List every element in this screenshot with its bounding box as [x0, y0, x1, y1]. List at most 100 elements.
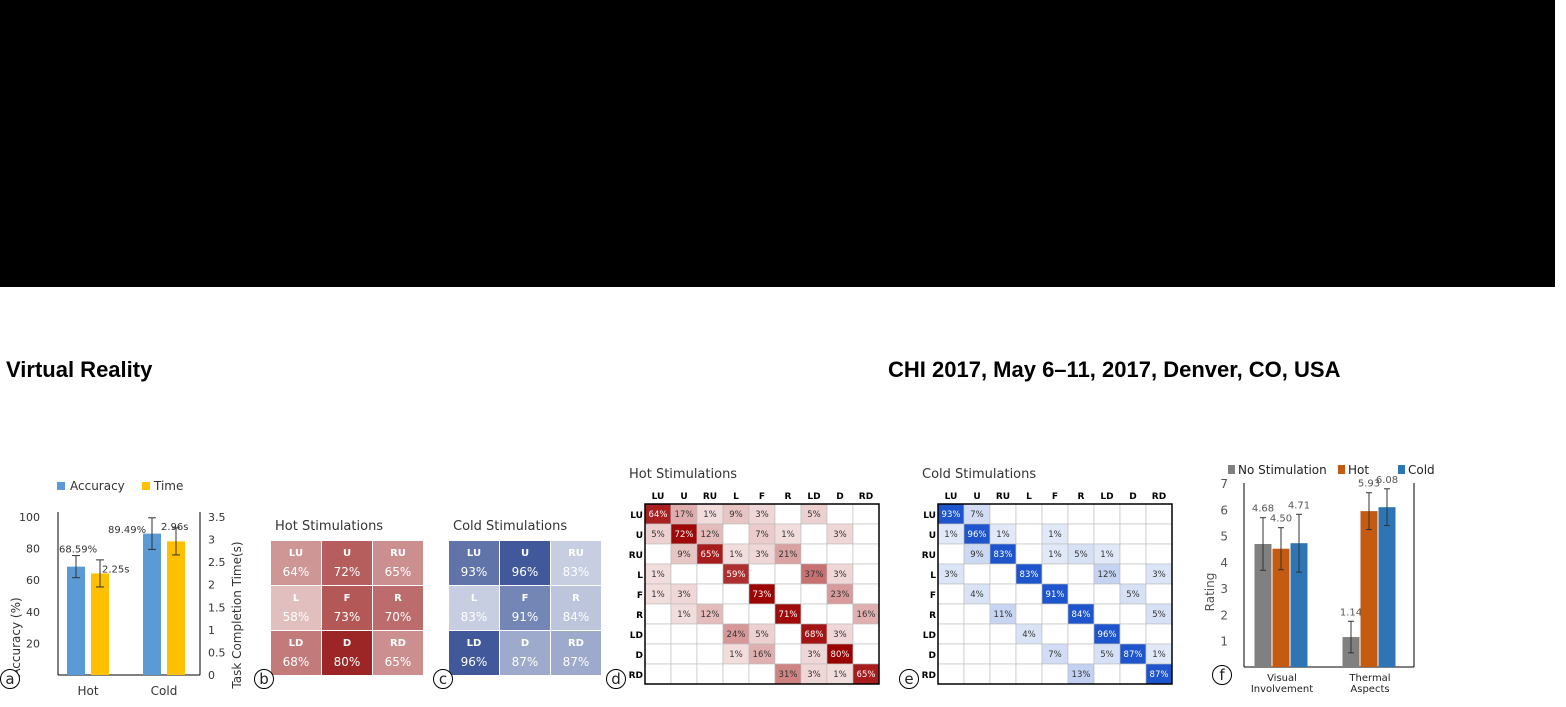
matrix-cell [722, 603, 750, 625]
column-header: D [1129, 492, 1136, 502]
cell-percent-label: 87% [562, 654, 590, 669]
row-header: LD [630, 631, 643, 641]
legend-swatch-time [142, 482, 150, 490]
matrix-cell [748, 603, 776, 625]
y-left-tick-label: 60 [26, 574, 40, 587]
cell-percent-label: 83% [562, 564, 590, 579]
heatmap-cell: LD 68% [271, 631, 321, 675]
matrix-cell [1145, 503, 1173, 525]
column-header: R [785, 492, 792, 502]
heatmap-cell: U 96% [500, 541, 550, 585]
cell-direction-label: LU [466, 547, 482, 559]
column-header: U [680, 492, 687, 502]
chart-a-accuracy-time: Accuracy Time 20 40 60 80 100 0 0.5 1 1.5 2 2.5 3 3.5 A… [9, 479, 244, 698]
cell-direction-label: LD [288, 637, 304, 649]
heatmap-cell: R 84% [551, 586, 601, 630]
matrix-cell [722, 583, 750, 605]
matrix-cell [826, 503, 854, 525]
y-right-tick-label: 1.5 [208, 601, 226, 614]
matrix-cell [1067, 623, 1095, 645]
y-tick-label: 7 [1220, 477, 1228, 491]
row-header: U [636, 531, 643, 541]
x-category-label: Involvement [1251, 684, 1313, 695]
cell-direction-label: U [520, 547, 530, 559]
matrix-cell-value: 7% [970, 510, 984, 520]
y-left-tick-label: 20 [26, 637, 40, 650]
column-header: L [733, 492, 739, 502]
header-right: CHI 2017, May 6–11, 2017, Denver, CO, US… [888, 357, 1341, 382]
matrix-cell [963, 663, 991, 685]
matrix-cell [1119, 503, 1147, 525]
matrix-cell [1145, 523, 1173, 545]
matrix-cell-value: 31% [779, 670, 798, 680]
matrix-cell-value: 71% [779, 610, 798, 620]
matrix-cell-value: 5% [1126, 590, 1140, 600]
matrix-cell [852, 563, 880, 585]
y-right-tick-label: 0 [208, 669, 215, 682]
matrix-cell-value: 17% [675, 510, 694, 520]
matrix-cell [1015, 583, 1043, 605]
matrix-cell-value: 5% [651, 530, 665, 540]
matrix-cell [1119, 623, 1147, 645]
x-category-label: Cold [151, 684, 178, 698]
data-label: 68.59% [59, 545, 97, 556]
matrix-cell [852, 623, 880, 645]
matrix-cell [1093, 503, 1121, 525]
matrix-cell-value: 83% [994, 550, 1013, 560]
column-header: U [973, 492, 980, 502]
matrix-cell-value: 12% [1098, 570, 1117, 580]
legend-swatch-accuracy [57, 482, 65, 490]
matrix-cell [696, 583, 724, 605]
matrix-cell-value: 91% [1046, 590, 1065, 600]
x-category-label: Aspects [1350, 684, 1389, 695]
data-label: 2.96s [161, 522, 188, 533]
panel-b-heatmap: LU 64% U 72% RU 65% L 58% F 73% R 70% LD 68% D 80% RD 65% [271, 541, 423, 675]
column-header: LD [1100, 492, 1113, 502]
matrix-cell-value: 37% [805, 570, 824, 580]
matrix-cell-value: 11% [994, 610, 1013, 620]
matrix-cell-value: 1% [651, 570, 665, 580]
cell-direction-label: F [521, 592, 529, 604]
column-header: F [759, 492, 765, 502]
matrix-cell [696, 623, 724, 645]
heatmap-cell: LU 93% [449, 541, 499, 585]
matrix-cell-value: 9% [677, 550, 691, 560]
legend-swatch [1228, 465, 1235, 474]
row-header: L [637, 571, 643, 581]
bar-time [167, 541, 185, 675]
matrix-cell-value: 3% [944, 570, 958, 580]
matrix-cell [1067, 503, 1095, 525]
matrix-cell [670, 563, 698, 585]
row-header: F [637, 591, 643, 601]
matrix-cell [1093, 523, 1121, 545]
cell-percent-label: 93% [460, 564, 488, 579]
matrix-cell [937, 603, 965, 625]
cell-direction-label: RD [389, 637, 406, 649]
data-label: 6.08 [1376, 475, 1398, 486]
matrix-cell-value: 3% [755, 550, 769, 560]
cell-direction-label: U [342, 547, 352, 559]
cell-direction-label: R [394, 592, 402, 604]
row-header: RU [922, 551, 936, 561]
cell-percent-label: 65% [384, 654, 412, 669]
matrix-cell [989, 583, 1017, 605]
data-label: 2.25s [102, 564, 129, 575]
legend-label: Cold [1408, 463, 1435, 477]
matrix-cell-value: 72% [675, 530, 694, 540]
matrix-cell [774, 583, 802, 605]
matrix-cell [748, 663, 776, 685]
matrix-cell [989, 663, 1017, 685]
matrix-cell-value: 1% [651, 590, 665, 600]
chart-f-ratings: No Stimulation Hot Cold1234567Rating4.684.… [1203, 463, 1435, 695]
matrix-cell-value: 3% [807, 650, 821, 660]
matrix-cell-value: 59% [727, 570, 746, 580]
column-header: RU [703, 492, 717, 502]
matrix-cell [1067, 523, 1095, 545]
header-left: Virtual Reality [6, 357, 153, 382]
matrix-cell [1119, 603, 1147, 625]
matrix-cell [722, 523, 750, 545]
matrix-cell [1067, 563, 1095, 585]
cell-percent-label: 83% [460, 609, 488, 624]
